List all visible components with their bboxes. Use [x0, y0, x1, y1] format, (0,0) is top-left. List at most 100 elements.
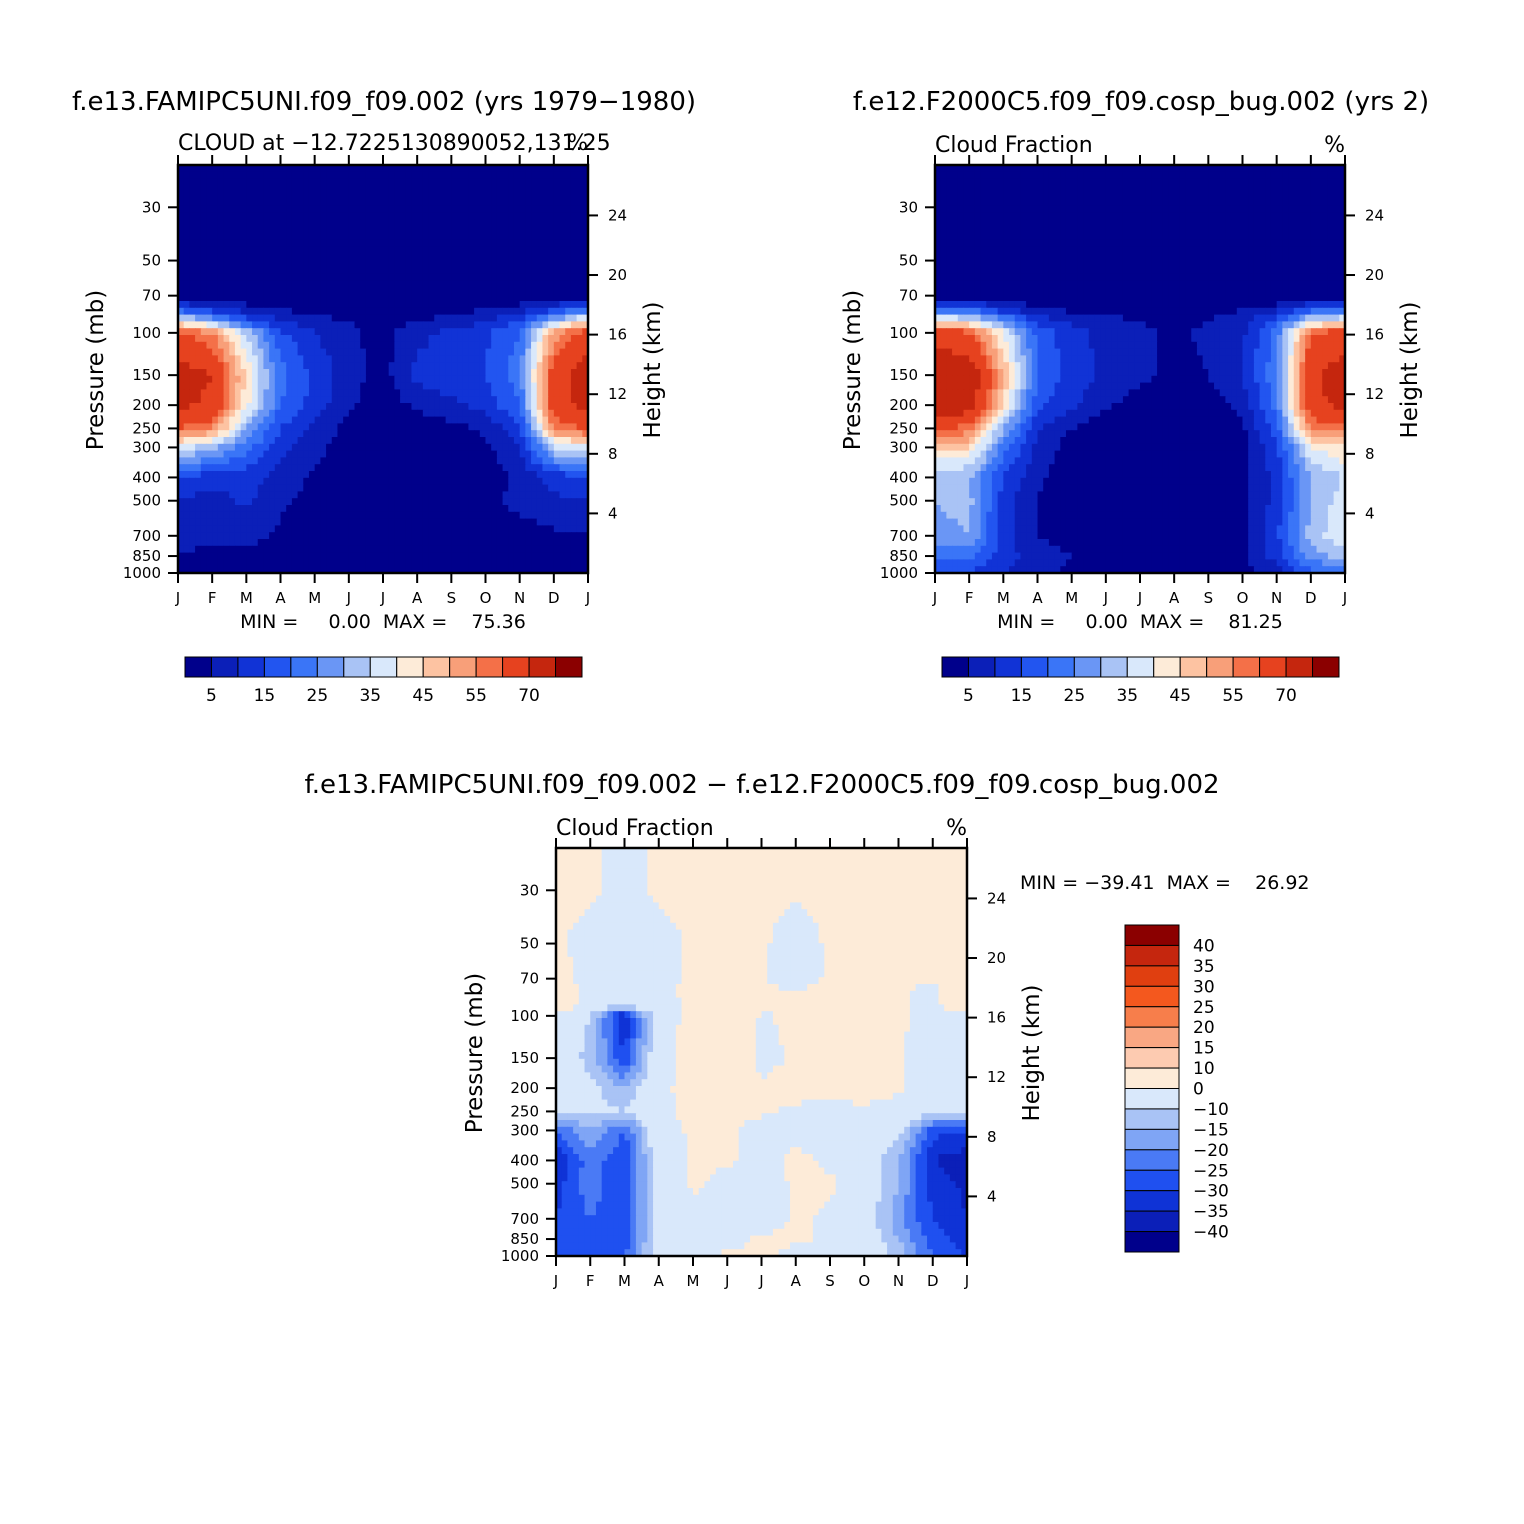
field-cell — [531, 239, 538, 248]
field-cell — [257, 328, 265, 336]
field-cell — [383, 403, 390, 411]
field-cell — [1031, 185, 1039, 193]
field-cell — [234, 491, 242, 499]
field-cell — [519, 280, 526, 288]
field-cell — [525, 566, 532, 574]
field-cell — [496, 178, 504, 186]
field-cell — [519, 518, 526, 526]
field-cell — [331, 267, 339, 275]
field-cell — [365, 273, 373, 282]
field-cell — [229, 484, 236, 492]
field-cell — [343, 552, 350, 560]
field-cell — [371, 321, 378, 329]
field-cell — [553, 566, 561, 574]
field-cell — [1270, 178, 1278, 186]
field-cell — [496, 192, 504, 200]
field-cell — [234, 443, 242, 452]
field-cell — [291, 443, 299, 452]
field-cell — [559, 539, 566, 547]
field-cell — [1151, 178, 1158, 186]
field-cell — [229, 294, 236, 302]
field-cell — [200, 450, 208, 458]
field-cell — [303, 471, 310, 479]
field-cell — [1117, 178, 1124, 186]
field-cell — [286, 192, 293, 200]
field-cell — [559, 423, 566, 431]
field-cell — [451, 362, 458, 370]
field-cell — [559, 403, 566, 411]
field-cell — [303, 409, 310, 418]
field-cell — [240, 273, 247, 282]
field-cell — [570, 341, 578, 350]
field-cell — [1305, 192, 1312, 200]
field-cell — [1122, 178, 1130, 186]
field-cell — [457, 375, 464, 384]
field-cell — [303, 566, 310, 574]
field-cell — [337, 457, 344, 465]
field-cell — [1168, 185, 1175, 193]
field-cell — [343, 450, 350, 458]
field-cell — [508, 545, 515, 554]
field-cell — [553, 328, 561, 336]
field-cell — [1157, 212, 1164, 220]
field-cell — [212, 341, 219, 350]
field-cell — [405, 525, 413, 533]
field-cell — [445, 559, 452, 567]
field-cell — [508, 471, 515, 479]
field-cell — [531, 518, 538, 526]
field-cell — [229, 348, 236, 356]
field-cell — [348, 260, 356, 268]
field-cell — [548, 491, 555, 499]
field-cell — [422, 280, 430, 288]
field-cell — [360, 185, 367, 193]
field-cell — [485, 233, 492, 241]
field-cell — [348, 355, 356, 363]
field-cell — [548, 260, 555, 268]
field-cell — [1140, 165, 1147, 173]
field-cell — [308, 273, 316, 282]
field-cell — [1179, 171, 1187, 180]
field-cell — [422, 362, 430, 370]
field-cell — [519, 301, 526, 309]
field-cell — [252, 389, 259, 397]
field-cell — [286, 239, 293, 248]
field-cell — [314, 328, 321, 336]
field-cell — [991, 205, 999, 214]
field-cell — [479, 369, 487, 377]
field-cell — [496, 532, 504, 540]
field-cell — [519, 287, 526, 295]
field-cell — [280, 294, 287, 302]
field-cell — [1179, 205, 1187, 214]
field-cell — [252, 552, 259, 560]
field-cell — [479, 260, 487, 268]
field-cell — [206, 260, 213, 268]
field-cell — [303, 185, 310, 193]
field-cell — [439, 511, 447, 520]
field-cell — [457, 280, 464, 288]
field-cell — [206, 396, 213, 404]
field-cell — [206, 335, 213, 343]
field-cell — [263, 566, 270, 574]
field-cell — [388, 518, 395, 526]
field-cell — [525, 471, 532, 479]
field-cell — [496, 403, 504, 411]
field-cell — [462, 409, 470, 418]
field-cell — [582, 464, 589, 472]
field-cell — [274, 375, 282, 384]
field-cell — [308, 205, 316, 214]
field-cell — [308, 403, 316, 411]
field-cell — [485, 328, 492, 336]
field-cell — [200, 566, 208, 574]
field-cell — [468, 178, 475, 186]
field-cell — [525, 552, 532, 560]
field-cell — [1020, 165, 1027, 173]
field-cell — [1270, 165, 1278, 173]
field-cell — [542, 165, 549, 173]
field-cell — [246, 559, 253, 567]
field-cell — [1128, 212, 1135, 220]
field-cell — [553, 403, 561, 411]
field-cell — [371, 212, 378, 220]
field-cell — [548, 328, 555, 336]
field-cell — [1060, 178, 1067, 186]
field-cell — [343, 335, 350, 343]
